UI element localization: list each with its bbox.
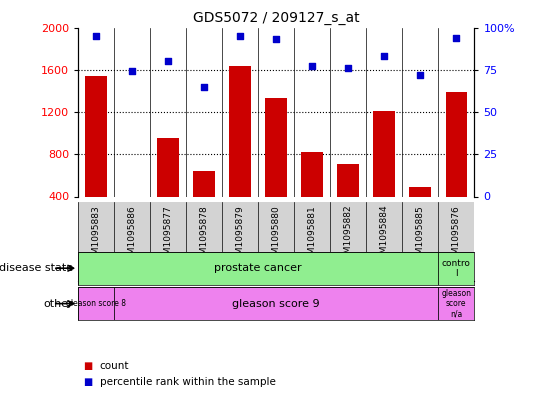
Point	[236, 33, 245, 39]
Bar	[374, 111, 395, 196]
Text: disease state: disease state	[0, 263, 73, 273]
Text: GSM1095883: GSM1095883	[92, 205, 101, 266]
Text: gleason
score
n/a: gleason score n/a	[441, 289, 471, 318]
Text: gleason score 9: gleason score 9	[232, 299, 320, 309]
Text: GSM1095876: GSM1095876	[452, 205, 461, 266]
Text: count: count	[100, 362, 129, 371]
Point	[92, 33, 100, 39]
Text: GSM1095879: GSM1095879	[236, 205, 245, 266]
Bar	[410, 187, 431, 196]
Bar	[301, 152, 323, 196]
Point	[164, 58, 172, 64]
Text: GSM1095886: GSM1095886	[128, 205, 137, 266]
Point	[380, 53, 389, 59]
Text: GSM1095884: GSM1095884	[380, 205, 389, 265]
Bar	[446, 92, 467, 196]
Text: GSM1095885: GSM1095885	[416, 205, 425, 266]
Text: ■: ■	[84, 362, 93, 371]
Text: percentile rank within the sample: percentile rank within the sample	[100, 377, 275, 387]
Bar	[438, 252, 474, 285]
Text: GSM1095877: GSM1095877	[164, 205, 172, 266]
Bar	[157, 138, 179, 196]
Point	[344, 65, 353, 71]
Title: GDS5072 / 209127_s_at: GDS5072 / 209127_s_at	[193, 11, 360, 25]
Text: GSM1095878: GSM1095878	[200, 205, 209, 266]
Text: prostate cancer: prostate cancer	[215, 263, 302, 273]
Text: ■: ■	[84, 377, 93, 387]
Bar	[78, 287, 114, 320]
Bar	[337, 164, 359, 196]
Point	[308, 63, 316, 70]
Point	[200, 83, 209, 90]
Point	[452, 35, 461, 41]
Text: GSM1095881: GSM1095881	[308, 205, 317, 266]
Text: contro
l: contro l	[442, 259, 471, 278]
Bar	[265, 98, 287, 196]
Text: GSM1095882: GSM1095882	[344, 205, 353, 265]
Point	[128, 68, 136, 75]
Bar	[230, 66, 251, 196]
Text: other: other	[43, 299, 73, 309]
Bar	[85, 76, 107, 196]
Bar	[438, 287, 474, 320]
Bar	[114, 287, 438, 320]
Point	[416, 72, 425, 78]
Bar	[121, 196, 143, 205]
Text: gleason score 8: gleason score 8	[66, 299, 126, 308]
Text: GSM1095880: GSM1095880	[272, 205, 281, 266]
Bar	[194, 171, 215, 196]
Point	[272, 36, 281, 42]
